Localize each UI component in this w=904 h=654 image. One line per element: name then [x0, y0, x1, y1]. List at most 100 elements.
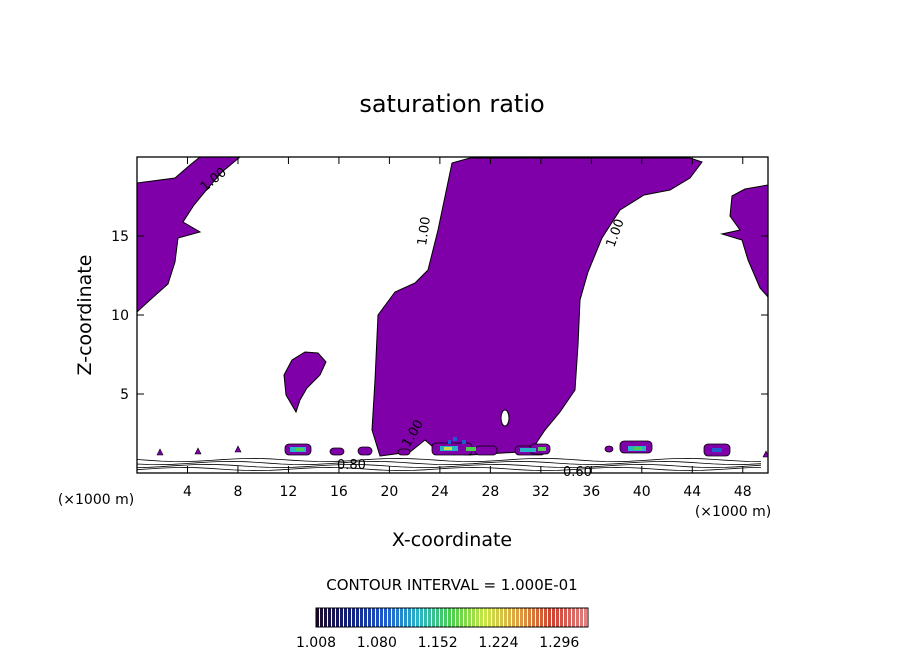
colorbar-swatch [456, 608, 459, 627]
colorbar-swatch [508, 608, 511, 627]
x-axis-label: X-coordinate [392, 529, 512, 551]
colorbar-swatch [464, 608, 467, 627]
colorbar-swatch [348, 608, 351, 627]
cloud-cell [604, 445, 614, 453]
clear-pocket [500, 409, 510, 427]
saturated-plume [371, 157, 703, 457]
colorbar-swatch [384, 608, 387, 627]
cloud-core [444, 447, 452, 450]
x-tick-label: 32 [532, 484, 550, 500]
colorbar [316, 608, 587, 627]
isoline [137, 460, 762, 466]
contour-label-6: 0.60 [563, 465, 592, 480]
contour-interval-text: CONTOUR INTERVAL = 1.000E-01 [326, 576, 577, 594]
colorbar-swatch [412, 608, 415, 627]
colorbar-swatch [484, 608, 487, 627]
cloud-core [538, 447, 546, 451]
y-axis-label: Z-coordinate [74, 255, 96, 376]
colorbar-swatch [396, 608, 399, 627]
cloud-core [296, 448, 304, 451]
colorbar-swatch [372, 608, 375, 627]
colorbar-swatch [360, 608, 363, 627]
colorbar-swatch [316, 608, 319, 627]
x-tick-label: 36 [582, 484, 600, 500]
cloud-core [634, 447, 642, 450]
colorbar-swatch [364, 608, 367, 627]
contour-label-5: 0.80 [337, 458, 366, 473]
x-tick-label: 20 [380, 484, 398, 500]
colorbar-swatch [436, 608, 439, 627]
colorbar-swatch [368, 608, 371, 627]
colorbar-swatch [552, 608, 555, 627]
colorbar-swatch [492, 608, 495, 627]
y-tick-label: 10 [111, 308, 129, 324]
colorbar-swatch [572, 608, 575, 627]
colorbar-swatch [468, 608, 471, 627]
cloud-core [520, 448, 536, 452]
colorbar-swatch [400, 608, 403, 627]
colorbar-swatch [340, 608, 343, 627]
x-tick-label: 48 [734, 484, 752, 500]
cloud-core [453, 437, 457, 441]
colorbar-swatch [380, 608, 383, 627]
colorbar-swatch [580, 608, 583, 627]
x-tick-label: 12 [280, 484, 298, 500]
cloud-core [448, 440, 451, 444]
colorbar-tick-label: 1.080 [357, 635, 397, 651]
cloud-core [712, 448, 722, 452]
colorbar-swatch [472, 608, 475, 627]
colorbar-swatch [540, 608, 543, 627]
cloud-cell [474, 445, 498, 456]
colorbar-swatch [576, 608, 579, 627]
cloud-core [462, 440, 466, 444]
colorbar-swatch [424, 608, 427, 627]
colorbar-swatch [320, 608, 323, 627]
cloud-core [466, 447, 476, 451]
colorbar-swatch [404, 608, 407, 627]
colorbar-swatch [548, 608, 551, 627]
cloud-cell [329, 447, 345, 456]
colorbar-swatch [352, 608, 355, 627]
x-tick-label: 44 [683, 484, 701, 500]
colorbar-swatch [448, 608, 451, 627]
colorbar-swatch [544, 608, 547, 627]
colorbar-swatch [560, 608, 563, 627]
z-unit-label: (×1000 m) [58, 492, 134, 508]
saturated-region-left [137, 157, 241, 313]
colorbar-swatch [452, 608, 455, 627]
colorbar-swatch [440, 608, 443, 627]
cloud-speck [234, 445, 242, 453]
cloud-cell [397, 448, 411, 456]
isoline [137, 463, 762, 469]
y-tick-label: 15 [111, 229, 129, 245]
isoline [137, 466, 762, 472]
colorbar-swatch [520, 608, 523, 627]
colorbar-tick-label: 1.008 [296, 635, 336, 651]
colorbar-swatch [328, 608, 331, 627]
x-tick-label: 28 [481, 484, 499, 500]
colorbar-swatch [356, 608, 359, 627]
colorbar-swatch [524, 608, 527, 627]
colorbar-swatch [480, 608, 483, 627]
colorbar-swatch [532, 608, 535, 627]
y-tick-label: 5 [120, 387, 129, 403]
colorbar-swatch [420, 608, 423, 627]
x-tick-label: 24 [431, 484, 449, 500]
x-unit-label: (×1000 m) [695, 504, 771, 520]
low-level-cloud-cells [156, 437, 768, 458]
chart-title: saturation ratio [359, 90, 544, 118]
x-tick-label: 8 [233, 484, 242, 500]
colorbar-swatch [388, 608, 391, 627]
colorbar-swatch [428, 608, 431, 627]
colorbar-swatch [568, 608, 571, 627]
colorbar-swatch [444, 608, 447, 627]
colorbar-swatch [500, 608, 503, 627]
colorbar-tick-label: 1.296 [539, 635, 579, 651]
colorbar-tick-label: 1.224 [478, 635, 518, 651]
colorbar-swatch [528, 608, 531, 627]
colorbar-tick-labels: 1.008 1.080 1.152 1.224 1.296 [296, 635, 579, 651]
contour-label-2: 1.00 [415, 216, 434, 247]
colorbar-swatch [496, 608, 499, 627]
colorbar-swatch [376, 608, 379, 627]
cloud-speck [194, 447, 202, 455]
